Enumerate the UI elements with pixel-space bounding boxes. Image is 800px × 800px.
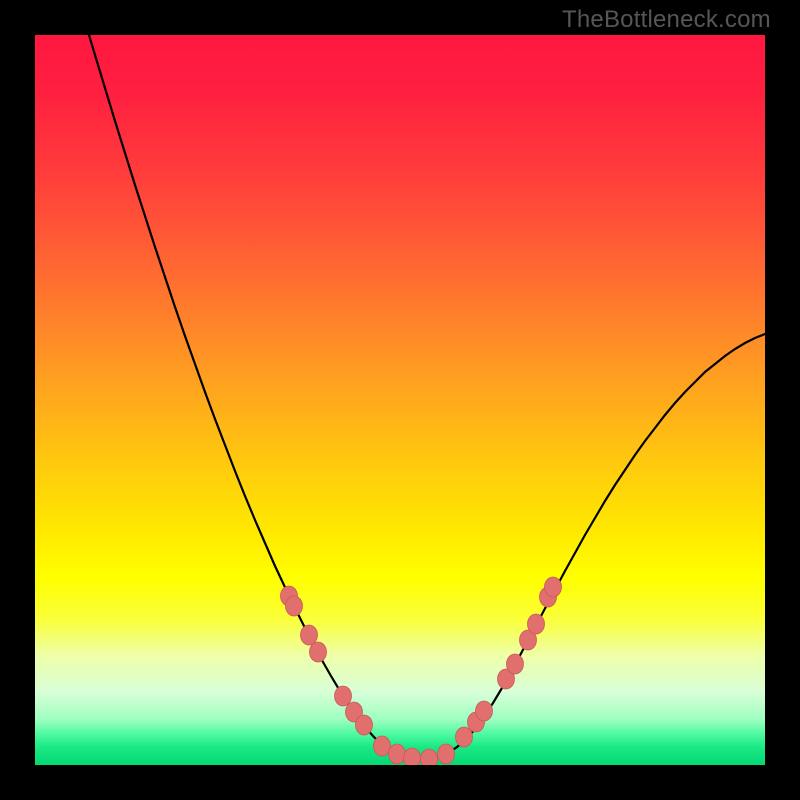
data-marker xyxy=(545,577,562,597)
data-marker xyxy=(528,614,545,634)
data-marker xyxy=(356,715,373,735)
plot-area xyxy=(35,35,765,765)
bottleneck-curve xyxy=(89,35,765,759)
chart-svg xyxy=(35,35,765,765)
data-marker xyxy=(507,654,524,674)
data-marker xyxy=(301,625,318,645)
data-marker xyxy=(404,748,421,765)
watermark-text: TheBottleneck.com xyxy=(562,6,771,34)
marker-group xyxy=(281,577,562,765)
data-marker xyxy=(456,727,473,747)
data-marker xyxy=(374,736,391,756)
data-marker xyxy=(389,744,406,764)
data-marker xyxy=(438,744,455,764)
data-marker xyxy=(310,642,327,662)
data-marker xyxy=(286,596,303,616)
data-marker xyxy=(476,701,493,721)
data-marker xyxy=(421,749,438,765)
data-marker xyxy=(335,686,352,706)
